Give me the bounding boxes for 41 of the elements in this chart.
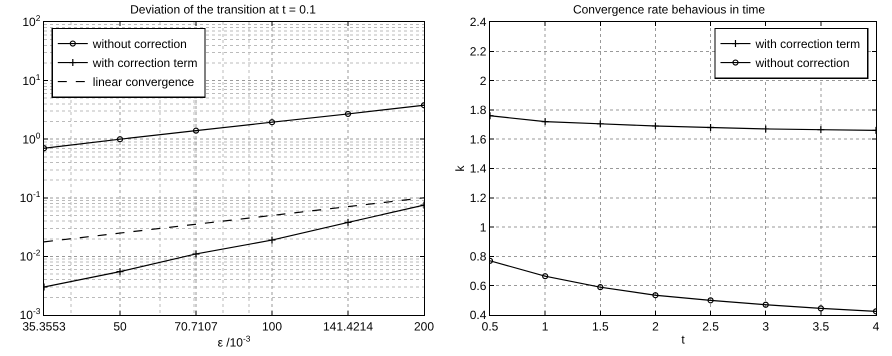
y-tick-label: 2.4: [470, 15, 487, 30]
y-tick-label: 2: [480, 74, 487, 88]
y-axis-title: k: [453, 164, 468, 172]
y-tick-label: 10$^{-2}$: [20, 248, 41, 264]
y-tick-label: 1: [480, 220, 487, 234]
x-axis-title: t: [681, 332, 686, 346]
x-tick-label: 50: [113, 320, 127, 334]
legend-label: without correction: [92, 37, 187, 52]
x-tick-label: 1: [542, 320, 549, 334]
x-axis-title: ε /10$^{-3}$: [218, 334, 251, 350]
x-tick-label: 100: [262, 320, 282, 334]
y-tick-label: 10$^{-3}$: [20, 306, 41, 322]
x-tick-label: 2: [652, 320, 660, 334]
y-tick-label: 0.8: [470, 250, 487, 264]
legend-label: linear convergence: [92, 75, 195, 90]
legend-label: without correction: [754, 56, 850, 70]
x-tick-label: 2.5: [702, 320, 720, 334]
y-tick-label: 1.6: [470, 132, 487, 146]
x-tick-label: 3.5: [812, 320, 830, 334]
y-tick-label: 1.4: [470, 162, 487, 176]
y-tick-label: 0.4: [470, 308, 487, 322]
x-tick-label: 0.5: [482, 320, 499, 334]
x-tick-label: 35.3553: [22, 320, 66, 334]
x-tick-label: 1.5: [592, 320, 609, 334]
y-tick-label: 10$^{1}$: [22, 72, 41, 88]
legend-label: with correction term: [754, 37, 860, 52]
y-tick-label: 0.6: [470, 278, 487, 293]
y-tick-label: 1.2: [470, 191, 487, 205]
y-tick-label: 1.8: [470, 103, 487, 118]
x-tick-label: 141.4214: [322, 320, 374, 334]
y-tick-label: 2.2: [470, 44, 487, 58]
legend-label: with correction term: [92, 56, 198, 70]
x-tick-label: 4: [872, 320, 880, 334]
x-tick-label: 200: [414, 320, 434, 334]
chart-title: Convergence rate behavious in time: [572, 2, 766, 17]
x-tick-label: 3: [762, 320, 770, 334]
y-tick-label: 10$^{0}$: [22, 130, 41, 146]
x-tick-label: 70.7107: [174, 320, 218, 334]
y-tick-label: 10$^{2}$: [22, 13, 41, 30]
y-tick-label: 10$^{-1}$: [20, 188, 41, 205]
chart-title: Deviation of the transition at t = 0.1: [130, 2, 316, 17]
